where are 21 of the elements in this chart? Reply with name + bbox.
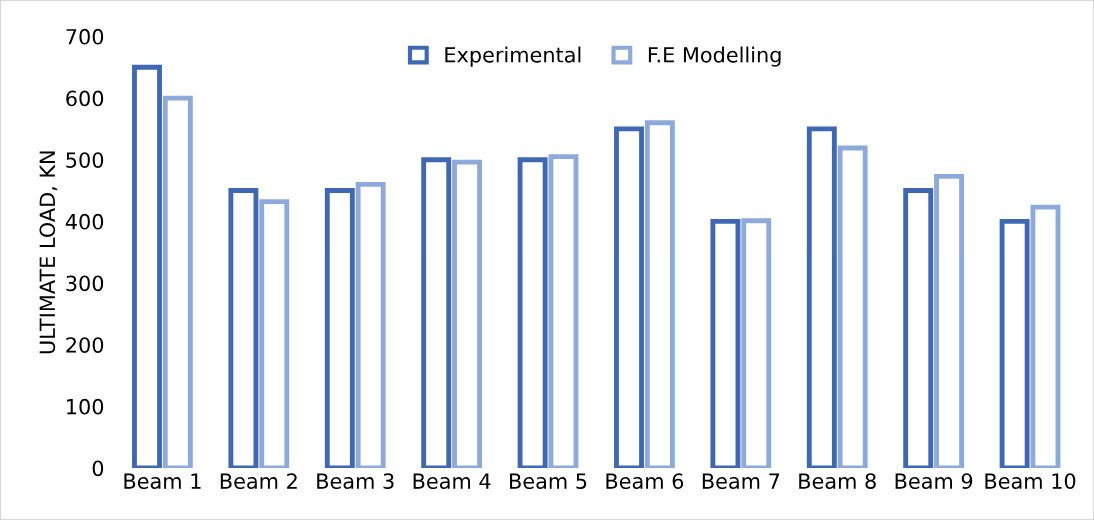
y-tick-label: 0 [92,460,104,477]
y-tick-label: 400 [65,213,104,230]
y-tick-label: 100 [67,398,104,415]
x-tick-label: Beam 1 [124,473,201,489]
y-tick-label: 700 [66,28,104,45]
legend-label: F.E Modelling [648,46,781,67]
x-tick-label: Beam 4 [413,473,491,489]
x-tick-label: Beam 2 [220,473,297,489]
y-tick-label: 500 [66,152,104,168]
x-tick-label: Beam 10 [985,473,1076,489]
y-tick-label: 300 [66,275,104,292]
y-tick-label: 600 [66,90,104,107]
x-tick-label: Beam 7 [702,473,780,489]
legend-label: Experimental [445,46,581,67]
x-tick-label: Beam 8 [799,473,876,489]
x-tick-label: Beam 9 [895,473,973,489]
y-axis-title: ULTIMATE LOAD, KN [39,151,58,354]
x-tick-label: Beam 3 [317,473,394,489]
y-tick-label: 200 [66,337,104,353]
x-tick-label: Beam 6 [606,473,684,489]
x-tick-label: Beam 5 [510,473,587,489]
